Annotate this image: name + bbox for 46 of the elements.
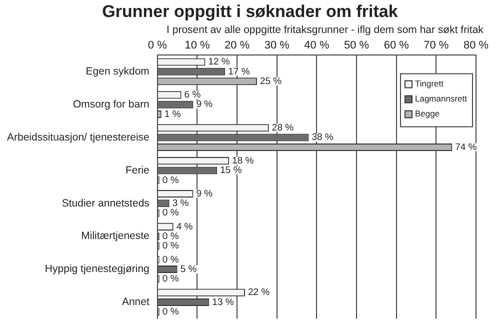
data-label: 4 % <box>176 221 194 232</box>
y-tick-label: Hyppig tjenestegjøring <box>44 263 150 276</box>
y-tick-label: Ferie <box>125 164 150 176</box>
chart-subtitle: I prosent av alle oppgitte fritaksgrunner - iflg dem som har søkt fritak <box>166 24 484 36</box>
y-tick-label: Arbeidssituasjon/ tjenestereise <box>6 131 150 144</box>
data-label: 6 % <box>184 90 202 101</box>
data-label: 15 % <box>220 165 242 176</box>
legend-label: Begge <box>415 108 440 119</box>
data-label: 17 % <box>228 66 250 78</box>
x-tick-label: 40 % <box>304 40 330 52</box>
y-tick-label: Egen sykdom <box>86 66 150 78</box>
data-label: 38 % <box>312 132 334 144</box>
x-tick-label: 10 % <box>184 40 210 52</box>
data-label: 1 % <box>164 108 182 120</box>
data-label: 0 % <box>162 306 180 318</box>
legend-label: Lagmannsrett <box>415 94 468 104</box>
x-tick-label: 80 % <box>463 40 489 52</box>
data-label: 0 % <box>162 230 180 242</box>
data-label: 28 % <box>272 122 294 134</box>
data-label: 25 % <box>260 76 282 87</box>
data-label: 9 % <box>196 99 214 110</box>
data-label: 13 % <box>212 296 234 308</box>
x-tick-label: 70 % <box>424 40 449 52</box>
y-tick-label: Annet <box>122 296 150 308</box>
data-label: 74 % <box>455 142 478 153</box>
data-label: 9 % <box>196 188 214 200</box>
data-label: 0 % <box>162 240 180 252</box>
x-tick-label: 0 % <box>148 40 168 52</box>
data-label: 0 % <box>162 254 180 266</box>
x-tick-label: 30 % <box>264 40 290 52</box>
data-label: 0 % <box>162 274 180 285</box>
data-label: 5 % <box>180 264 198 275</box>
y-tick-label: Studier annetsteds <box>62 197 150 210</box>
x-tick-label: 50 % <box>344 40 370 52</box>
data-label: 0 % <box>162 208 180 219</box>
data-label: 22 % <box>248 287 270 298</box>
x-tick-label: 20 % <box>224 40 250 52</box>
chart-title: Grunner oppgitt i søknader om fritak <box>101 2 399 22</box>
y-tick-label: Militærtjeneste <box>81 230 150 242</box>
legend-label: Tingrett <box>415 78 444 89</box>
data-label: 18 % <box>232 155 254 166</box>
data-label: 0 % <box>162 174 180 186</box>
data-label: 3 % <box>172 198 190 210</box>
y-tick-label: Omsorg for barn <box>72 98 150 110</box>
x-tick-label: 60 % <box>384 40 410 52</box>
data-label: 12 % <box>208 56 230 68</box>
